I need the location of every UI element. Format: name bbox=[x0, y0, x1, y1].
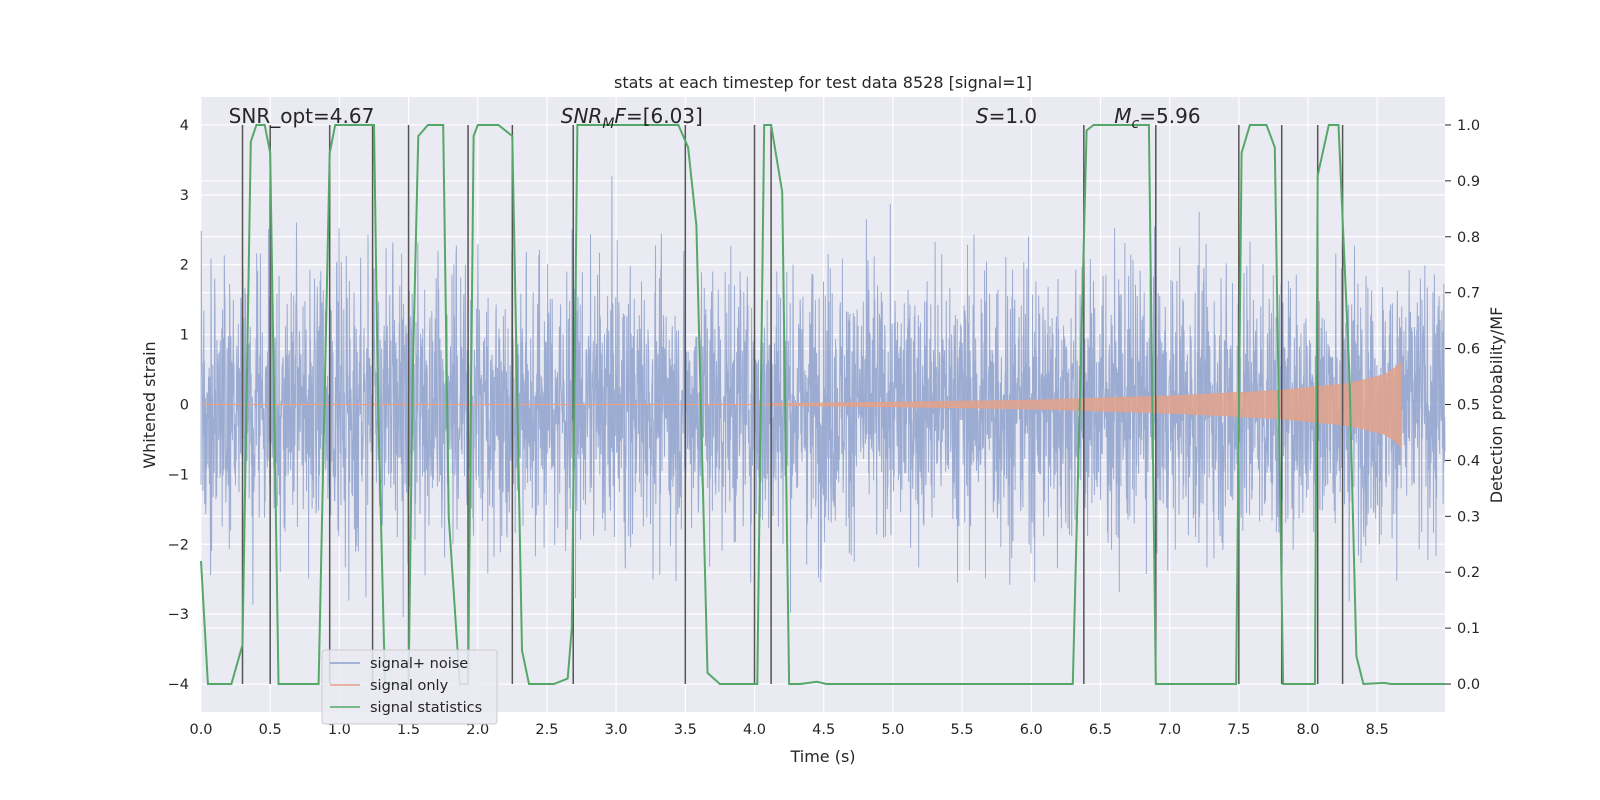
x-axis-ticks: 0.0 0.5 1.0 1.5 2.0 2.5 3.0 3.5 4.0 4.5 5.0 5.5 6.0 6… bbox=[189, 722, 1388, 738]
legend-label-noise: signal+ noise bbox=[370, 656, 468, 672]
x-tick-label: 3.0 bbox=[605, 722, 628, 738]
y-tick-label: −4 bbox=[168, 677, 189, 693]
annotation-snr-opt: SNR_opt=4.67 bbox=[229, 104, 375, 128]
x-tick-label: 4.5 bbox=[812, 722, 835, 738]
y-tick-label: 2 bbox=[180, 258, 189, 274]
x-tick-label: 5.5 bbox=[951, 722, 974, 738]
legend-box bbox=[321, 649, 498, 725]
x-tick-label: 7.0 bbox=[1158, 722, 1181, 738]
signal-statistics-series bbox=[200, 124, 1445, 686]
y2-tick-label: 0.5 bbox=[1457, 398, 1480, 414]
y2-tick-label: 0.0 bbox=[1457, 677, 1480, 693]
y2-tick-label: 0.1 bbox=[1457, 621, 1480, 637]
x-axis-label: Time (s) bbox=[789, 747, 855, 766]
signal-statistics-line bbox=[200, 124, 1445, 686]
y-tick-label: 3 bbox=[180, 188, 189, 204]
x-tick-label: 4.0 bbox=[743, 722, 766, 738]
y-axis-label: Whitened strain bbox=[140, 341, 159, 468]
y2-tick-label: 0.8 bbox=[1457, 230, 1480, 246]
y2-tick-label: 0.3 bbox=[1457, 509, 1480, 525]
y-tick-label: −2 bbox=[168, 537, 189, 553]
y2-axis-ticks: 0.0 0.1 0.2 0.3 0.4 0.5 0.6 0.7 0.8 0.9 1.0 bbox=[1445, 118, 1480, 693]
x-tick-label: 0.0 bbox=[189, 722, 212, 738]
y2-tick-label: 0.2 bbox=[1457, 565, 1480, 581]
y2-axis-label: Detection probability/MF bbox=[1487, 307, 1506, 504]
y-tick-label: 1 bbox=[180, 328, 189, 344]
legend-label-statistics: signal statistics bbox=[370, 700, 482, 716]
chart-title: stats at each timestep for test data 852… bbox=[614, 73, 1032, 92]
x-tick-label: 8.0 bbox=[1296, 722, 1319, 738]
x-tick-label: 6.5 bbox=[1089, 722, 1112, 738]
y-tick-label: −3 bbox=[168, 607, 189, 623]
y2-tick-label: 0.7 bbox=[1457, 286, 1480, 302]
annotation-snr-mf: SNRMF=[6.03] bbox=[561, 104, 703, 132]
legend: signal+ noise signal only signal statist… bbox=[321, 649, 498, 725]
annotation-s-value: S=1.0 bbox=[976, 104, 1037, 128]
y2-tick-label: 0.6 bbox=[1457, 342, 1480, 358]
y-tick-label: −1 bbox=[168, 467, 189, 483]
x-tick-label: 2.5 bbox=[535, 722, 558, 738]
x-tick-label: 0.5 bbox=[259, 722, 282, 738]
legend-label-signal: signal only bbox=[370, 678, 449, 694]
y-axis-ticks: −4 −3 −2 −1 0 1 2 3 4 bbox=[168, 118, 189, 693]
x-tick-label: 8.5 bbox=[1366, 722, 1389, 738]
x-tick-label: 1.0 bbox=[328, 722, 351, 738]
y-tick-label: 0 bbox=[180, 398, 189, 414]
y2-tick-label: 0.9 bbox=[1457, 174, 1480, 190]
x-tick-label: 1.5 bbox=[397, 722, 420, 738]
annotation-mc-value: Mc=5.96 bbox=[1114, 104, 1200, 132]
y2-tick-label: 1.0 bbox=[1457, 118, 1480, 134]
x-tick-label: 6.0 bbox=[1020, 722, 1043, 738]
y2-tick-label: 0.4 bbox=[1457, 453, 1480, 469]
x-tick-label: 2.0 bbox=[466, 722, 489, 738]
x-tick-label: 7.5 bbox=[1227, 722, 1250, 738]
y-tick-label: 4 bbox=[180, 118, 189, 134]
annotations: SNR_opt=4.67 SNRMF=[6.03] S=1.0 Mc=5.96 bbox=[229, 104, 1201, 132]
x-tick-label: 3.5 bbox=[674, 722, 697, 738]
x-tick-label: 5.0 bbox=[881, 722, 904, 738]
